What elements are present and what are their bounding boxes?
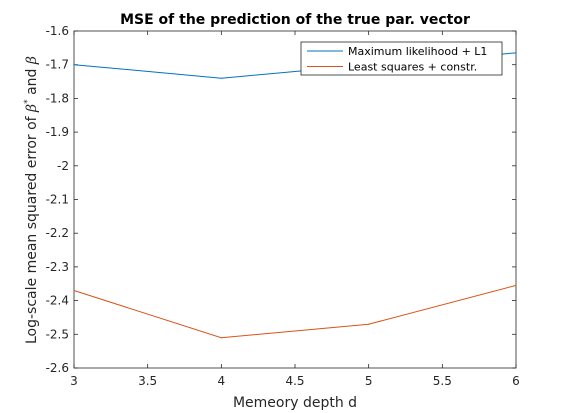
y-tick-label: -2.5 [46,327,69,341]
ylabel-text: Log-scale mean squared error of [24,112,40,344]
x-tick-label: 4 [218,374,226,388]
plot-frame [73,30,517,369]
x-tick-label: 3 [70,374,78,388]
x-tick-label: 4.5 [285,374,304,388]
legend-box [300,41,503,76]
y-tick-label: -2 [57,159,69,173]
series-2-point [73,289,75,292]
y-tick-label: -1.6 [46,24,69,38]
x-axis-label: Memeory depth d [233,395,357,411]
ylabel-beta-star: β [24,104,40,113]
series-2-point [368,323,370,325]
y-tick-label: -2.1 [46,193,69,207]
y-tick-label: -2.4 [46,294,69,308]
series-1-point [220,77,222,79]
series-line-2 [73,284,517,339]
ylabel-beta: β [24,56,40,65]
series-2-point [220,337,222,339]
x-axis-ticks: 3 3.5 4 4.5 5 5.5 6 [70,31,520,388]
ylabel-and: and [24,64,40,99]
x-tick-label: 5.5 [433,374,452,388]
y-tick-label: -1.7 [46,58,69,72]
y-tick-label: -2.3 [46,260,69,274]
series-2-point [515,284,517,287]
legend: Maximum likelihood + L1 Least squares + c… [300,41,503,76]
legend-label-1: Maximum likelihood + L1 [348,45,487,58]
legend-label-2: Least squares + constr. [348,61,477,74]
series-1-point [73,64,75,66]
x-tick-label: 3.5 [138,374,157,388]
y-axis-label: Log-scale mean squared error of β* and β [23,56,40,344]
y-tick-label: -1.9 [46,125,69,139]
ylabel-superscript: * [23,99,33,104]
y-tick-label: -1.8 [46,91,69,105]
plot-area [73,30,517,369]
series-1-point [515,52,517,54]
x-tick-label: 6 [512,374,520,388]
y-axis-ticks: -1.6 -1.7 -1.8 -1.9 -2 -2.1 -2.2 -2.3 -2.4 -2.5 -2… [46,24,516,375]
chart-title: MSE of the prediction of the true par. v… [120,12,470,28]
y-tick-label: -2.2 [46,226,69,240]
y-tick-label: -2.6 [46,361,69,375]
x-tick-label: 5 [365,374,373,388]
